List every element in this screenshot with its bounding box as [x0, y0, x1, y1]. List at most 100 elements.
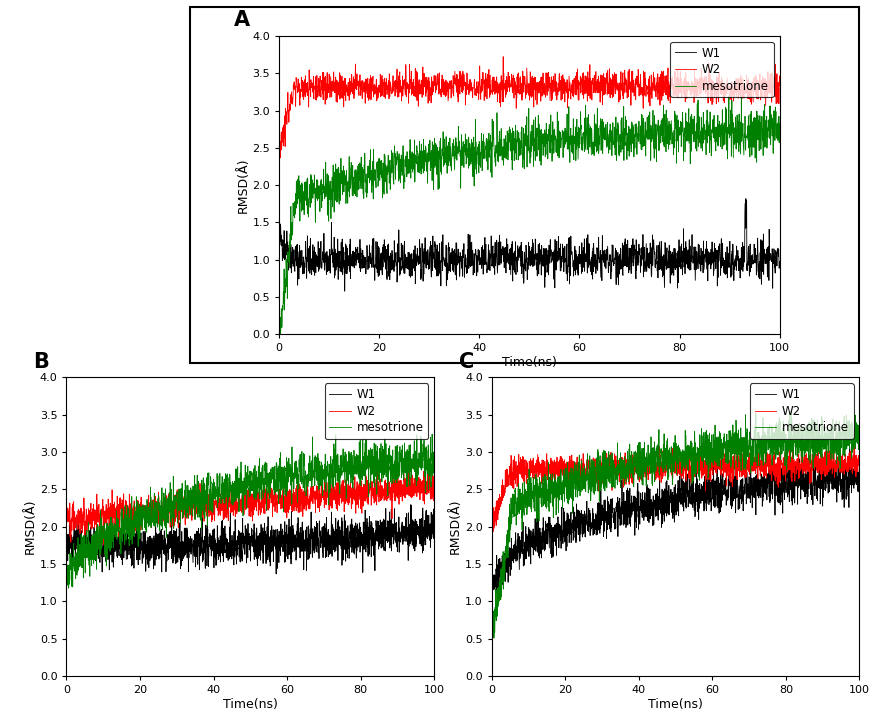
- W1: [843, 503, 854, 512]
- mesotrione: [230, 465, 241, 474]
- Legend: W1, W2, mesotrione: W1, W2, mesotrione: [670, 42, 773, 97]
- W1: [351, 546, 361, 555]
- Line: mesotrione: mesotrione: [66, 434, 434, 588]
- W1: [339, 287, 350, 296]
- W1: [418, 541, 429, 549]
- W1: [486, 571, 497, 580]
- W2: [418, 467, 429, 476]
- mesotrione: [418, 449, 429, 457]
- W2: [486, 524, 497, 533]
- W1: [517, 262, 528, 270]
- W2: [98, 540, 109, 549]
- W1: [665, 494, 676, 503]
- W2: [826, 429, 836, 438]
- W2: [487, 527, 498, 536]
- mesotrione: [80, 554, 90, 562]
- W2: [854, 455, 865, 464]
- mesotrione: [760, 116, 771, 125]
- mesotrione: [843, 418, 854, 427]
- W2: [61, 515, 72, 523]
- mesotrione: [760, 125, 771, 134]
- Line: W1: W1: [279, 198, 780, 291]
- Line: mesotrione: mesotrione: [492, 411, 859, 646]
- Text: B: B: [34, 352, 50, 372]
- W2: [429, 477, 439, 485]
- W1: [418, 523, 429, 531]
- W2: [843, 462, 854, 470]
- mesotrione: [505, 523, 516, 531]
- W2: [412, 465, 423, 474]
- W1: [760, 259, 771, 267]
- mesotrione: [427, 430, 438, 439]
- W1: [760, 253, 771, 262]
- mesotrione: [776, 446, 787, 455]
- W1: [774, 262, 785, 271]
- W1: [240, 521, 251, 530]
- Y-axis label: RMSD(Å): RMSD(Å): [449, 499, 462, 554]
- Line: mesotrione: mesotrione: [279, 96, 780, 334]
- W1: [843, 483, 854, 492]
- Y-axis label: RMSD(Å): RMSD(Å): [24, 499, 37, 554]
- W2: [668, 88, 679, 97]
- mesotrione: [429, 466, 439, 475]
- mesotrione: [724, 91, 734, 100]
- mesotrione: [668, 139, 679, 148]
- W2: [760, 88, 771, 97]
- X-axis label: Time(ns): Time(ns): [502, 356, 556, 369]
- Line: W1: W1: [66, 505, 434, 574]
- W1: [668, 256, 679, 265]
- mesotrione: [274, 330, 284, 339]
- W1: [505, 544, 516, 552]
- W1: [271, 569, 282, 578]
- mesotrione: [774, 138, 785, 147]
- Line: W1: W1: [492, 447, 859, 604]
- W2: [517, 75, 528, 83]
- W2: [774, 81, 785, 90]
- W2: [230, 487, 241, 495]
- mesotrione: [418, 449, 429, 457]
- W1: [274, 228, 284, 237]
- mesotrione: [843, 437, 854, 446]
- Line: W2: W2: [279, 57, 780, 158]
- W2: [504, 76, 515, 85]
- W2: [656, 464, 666, 473]
- X-axis label: Time(ns): Time(ns): [649, 697, 703, 710]
- W1: [504, 245, 515, 254]
- Legend: W1, W2, mesotrione: W1, W2, mesotrione: [324, 383, 428, 439]
- mesotrione: [486, 641, 497, 650]
- Line: W2: W2: [492, 434, 859, 531]
- W1: [844, 443, 855, 452]
- Legend: W1, W2, mesotrione: W1, W2, mesotrione: [750, 383, 853, 439]
- W2: [776, 457, 787, 465]
- W1: [741, 194, 751, 203]
- W2: [299, 75, 310, 84]
- mesotrione: [351, 459, 361, 468]
- mesotrione: [517, 151, 528, 160]
- mesotrione: [299, 178, 310, 187]
- mesotrione: [63, 584, 74, 592]
- W2: [760, 101, 771, 110]
- W2: [240, 489, 251, 498]
- W1: [656, 509, 666, 518]
- W1: [61, 551, 72, 560]
- W1: [406, 500, 416, 509]
- W1: [299, 259, 310, 267]
- Text: A: A: [234, 10, 250, 30]
- mesotrione: [486, 625, 497, 633]
- X-axis label: Time(ns): Time(ns): [223, 697, 277, 710]
- W2: [351, 495, 361, 503]
- mesotrione: [854, 421, 865, 429]
- Line: W2: W2: [66, 470, 434, 544]
- mesotrione: [61, 582, 72, 590]
- mesotrione: [665, 464, 676, 473]
- W1: [230, 541, 241, 549]
- Y-axis label: RMSD(Å): RMSD(Å): [237, 157, 250, 213]
- mesotrione: [504, 127, 515, 135]
- mesotrione: [240, 475, 251, 483]
- W2: [665, 465, 676, 474]
- W2: [505, 470, 516, 478]
- W1: [854, 473, 865, 482]
- W2: [843, 449, 854, 457]
- mesotrione: [656, 444, 666, 453]
- Text: C: C: [459, 352, 474, 372]
